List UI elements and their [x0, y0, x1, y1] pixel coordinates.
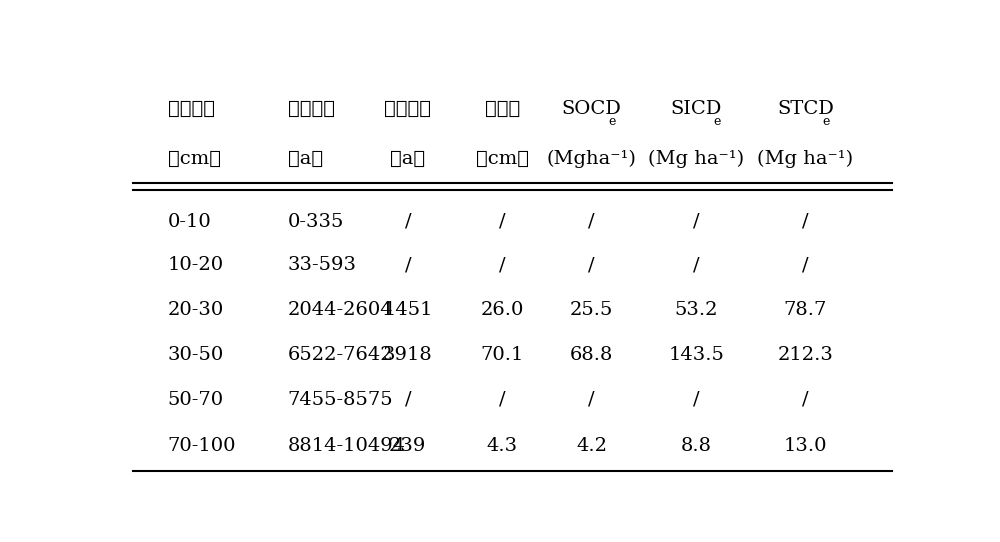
Text: 侵蚀量: 侵蚀量 — [485, 100, 520, 118]
Text: 0-335: 0-335 — [288, 212, 344, 230]
Text: 53.2: 53.2 — [674, 301, 718, 319]
Text: e: e — [822, 115, 830, 128]
Text: 3918: 3918 — [383, 346, 433, 364]
Text: 50-70: 50-70 — [168, 391, 224, 409]
Text: 土层深度: 土层深度 — [168, 100, 215, 118]
Text: STCD: STCD — [777, 100, 834, 118]
Text: 26.0: 26.0 — [481, 301, 524, 319]
Text: 4.3: 4.3 — [487, 437, 518, 455]
Text: (Mg ha⁻¹): (Mg ha⁻¹) — [757, 150, 854, 168]
Text: （cm）: （cm） — [476, 150, 529, 168]
Text: e: e — [609, 115, 616, 128]
Text: 30-50: 30-50 — [168, 346, 224, 364]
Text: （a）: （a） — [390, 150, 425, 168]
Text: /: / — [588, 391, 595, 409]
Text: /: / — [405, 212, 411, 230]
Text: 70-100: 70-100 — [168, 437, 236, 455]
Text: 143.5: 143.5 — [668, 346, 724, 364]
Text: /: / — [693, 256, 699, 274]
Text: 8.8: 8.8 — [681, 437, 712, 455]
Text: 0-10: 0-10 — [168, 212, 211, 230]
Text: /: / — [802, 391, 809, 409]
Text: 20-30: 20-30 — [168, 301, 224, 319]
Text: 6522-7642: 6522-7642 — [288, 346, 393, 364]
Text: /: / — [802, 212, 809, 230]
Text: SOCD: SOCD — [562, 100, 621, 118]
Text: （a）: （a） — [288, 150, 323, 168]
Text: /: / — [693, 391, 699, 409]
Text: e: e — [713, 115, 721, 128]
Text: /: / — [499, 212, 506, 230]
Text: 25.5: 25.5 — [570, 301, 613, 319]
Text: /: / — [588, 256, 595, 274]
Text: /: / — [499, 391, 506, 409]
Text: /: / — [693, 212, 699, 230]
Text: 33-593: 33-593 — [288, 256, 357, 274]
Text: 70.1: 70.1 — [481, 346, 524, 364]
Text: 4.2: 4.2 — [576, 437, 607, 455]
Text: 7455-8575: 7455-8575 — [288, 391, 393, 409]
Text: 68.8: 68.8 — [570, 346, 613, 364]
Text: 年龄范围: 年龄范围 — [288, 100, 335, 118]
Text: /: / — [802, 256, 809, 274]
Text: 239: 239 — [389, 437, 427, 455]
Text: /: / — [588, 212, 595, 230]
Text: /: / — [405, 391, 411, 409]
Text: (Mgha⁻¹): (Mgha⁻¹) — [547, 150, 636, 168]
Text: 2044-2604: 2044-2604 — [288, 301, 393, 319]
Text: (Mg ha⁻¹): (Mg ha⁻¹) — [648, 150, 744, 168]
Text: 212.3: 212.3 — [778, 346, 833, 364]
Text: 1451: 1451 — [383, 301, 433, 319]
Text: /: / — [499, 256, 506, 274]
Text: 缺失年代: 缺失年代 — [384, 100, 431, 118]
Text: 8814-10494: 8814-10494 — [288, 437, 406, 455]
Text: /: / — [405, 256, 411, 274]
Text: 78.7: 78.7 — [784, 301, 827, 319]
Text: （cm）: （cm） — [168, 150, 221, 168]
Text: 10-20: 10-20 — [168, 256, 224, 274]
Text: SICD: SICD — [670, 100, 722, 118]
Text: 13.0: 13.0 — [784, 437, 827, 455]
